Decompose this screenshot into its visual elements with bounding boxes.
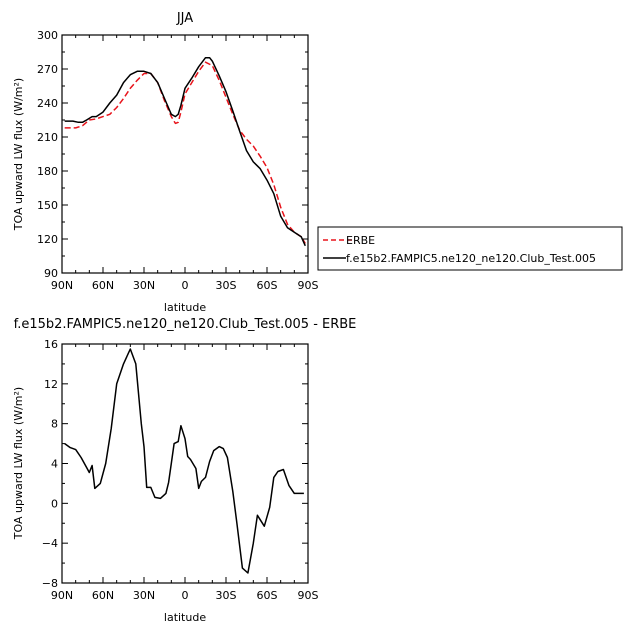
top-chart-xlabel: latitude [164,301,206,314]
x-tick-label: 30S [216,279,237,292]
y-tick-label: 240 [37,97,58,110]
y-tick-label: 8 [51,418,58,431]
x-tick-label: 90N [51,279,73,292]
legend-box [317,226,623,271]
y-tick-label: 180 [37,165,58,178]
y-tick-label: 150 [37,199,58,212]
series-line-erbe [64,61,306,244]
y-tick-label: −4 [42,537,58,550]
x-tick-label: 60S [257,279,278,292]
x-tick-label: 60S [257,589,278,602]
x-tick-label: 30N [133,279,155,292]
x-tick-label: 0 [182,589,189,602]
y-tick-label: 270 [37,63,58,76]
bottom-chart-ylabel: TOA upward LW flux (W/m²) [12,387,25,540]
y-tick-label: −8 [42,577,58,590]
y-tick-label: 16 [44,338,58,351]
top-chart-frame [61,34,309,274]
y-tick-label: 300 [37,29,58,42]
x-tick-label: 60N [92,589,114,602]
x-tick-label: 30N [133,589,155,602]
x-tick-label: 90S [298,589,319,602]
legend-model-label: f.e15b2.FAMPIC5.ne120_ne120.Club_Test.00… [346,252,596,265]
y-tick-label: 210 [37,131,58,144]
x-tick-label: 0 [182,279,189,292]
y-tick-label: 90 [44,267,58,280]
top-chart: JJA 90N 60N 30N 0 30S 60S 90S 90 120 150 180 210 240… [12,11,623,314]
bottom-chart: f.e15b2.FAMPIC5.ne120_ne120.Club_Test.00… [12,317,356,624]
y-tick-label: 12 [44,378,58,391]
x-tick-label: 90N [51,589,73,602]
series-line-f-e15b2-fampic5-ne120-ne120-club-test-005 [64,56,306,247]
top-chart-title: JJA [176,11,193,26]
x-tick-label: 30S [216,589,237,602]
legend: ERBE f.e15b2.FAMPIC5.ne120_ne120.Club_Te… [317,226,623,271]
y-tick-label: 120 [37,233,58,246]
series-line-difference [64,348,304,574]
bottom-chart-xlabel: latitude [164,611,206,624]
y-tick-label: 0 [51,497,58,510]
bottom-chart-title: f.e15b2.FAMPIC5.ne120_ne120.Club_Test.00… [14,317,357,332]
legend-erbe-label: ERBE [346,234,375,247]
y-tick-label: 4 [51,458,58,471]
x-tick-label: 60N [92,279,114,292]
x-tick-label: 90S [298,279,319,292]
top-chart-ylabel: TOA upward LW flux (W/m²) [12,78,25,231]
bottom-chart-frame [61,343,309,584]
